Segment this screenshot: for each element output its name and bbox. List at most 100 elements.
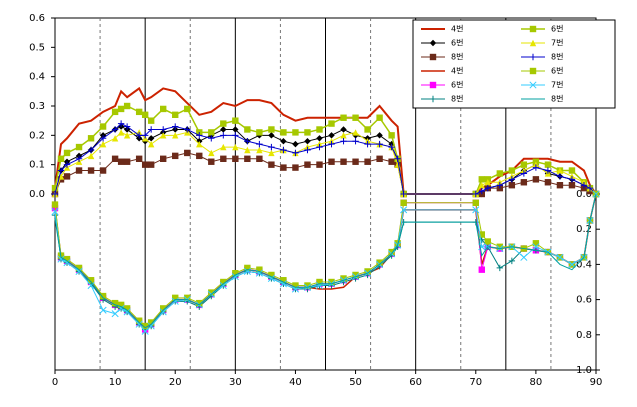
marker [268, 161, 275, 168]
marker [135, 320, 143, 328]
marker [556, 167, 564, 174]
marker [208, 149, 215, 157]
marker [196, 299, 203, 307]
marker [429, 53, 437, 61]
marker [147, 140, 155, 148]
marker [340, 138, 347, 145]
marker [478, 182, 485, 189]
marker [292, 129, 299, 136]
y-tick-label: 0.1 [29, 160, 45, 171]
marker [544, 161, 552, 168]
marker [243, 267, 251, 275]
marker [429, 39, 437, 47]
legend-label: 8번 [451, 95, 463, 104]
marker [256, 266, 263, 273]
marker [208, 135, 215, 142]
marker [478, 187, 485, 195]
marker [316, 161, 323, 168]
marker [388, 143, 395, 151]
marker [364, 140, 371, 148]
marker [117, 158, 125, 165]
x-tick-label: 40 [289, 377, 302, 388]
marker [147, 161, 155, 168]
marker [328, 278, 335, 286]
marker [75, 143, 83, 151]
x-tick-label: 30 [229, 377, 242, 388]
marker [172, 132, 179, 139]
marker [232, 270, 239, 277]
marker [508, 257, 516, 265]
marker [147, 322, 155, 330]
marker [364, 126, 371, 133]
marker [376, 155, 383, 162]
marker [429, 81, 437, 89]
marker [280, 129, 287, 136]
marker [478, 231, 485, 238]
marker [99, 135, 107, 142]
marker [328, 140, 335, 148]
marker [244, 126, 251, 133]
x-tick-label: 80 [530, 377, 543, 388]
y2-tick-label: 0.8 [576, 330, 592, 341]
marker [111, 310, 119, 318]
marker [340, 275, 347, 282]
marker [556, 173, 564, 180]
marker [117, 301, 125, 309]
y2-tick-label: 0.2 [576, 224, 592, 235]
marker [135, 317, 143, 324]
marker [147, 126, 155, 133]
marker [123, 123, 131, 130]
marker [244, 138, 251, 145]
marker [556, 182, 564, 189]
marker [268, 143, 275, 151]
marker [123, 132, 131, 139]
marker [496, 170, 504, 177]
marker [117, 105, 125, 113]
marker [520, 161, 528, 168]
marker [376, 259, 383, 266]
marker [208, 158, 215, 165]
marker [87, 152, 95, 160]
marker [51, 208, 59, 216]
marker [280, 164, 287, 171]
marker [220, 155, 227, 162]
marker [111, 299, 119, 307]
marker [160, 105, 167, 113]
legend-label: 4번 [451, 67, 463, 76]
marker [220, 278, 227, 286]
marker [219, 281, 227, 290]
y-tick-label: 0.3 [29, 101, 45, 112]
marker [280, 277, 287, 284]
marker [364, 158, 371, 165]
marker [484, 184, 491, 192]
marker [472, 206, 480, 214]
marker [135, 132, 143, 139]
marker [135, 108, 143, 116]
marker [111, 108, 119, 116]
marker [99, 292, 107, 300]
marker [57, 167, 65, 174]
marker [532, 243, 540, 251]
marker [75, 155, 83, 162]
x-tick-label: 20 [169, 377, 182, 388]
marker [75, 267, 83, 275]
marker [508, 182, 516, 189]
marker [87, 135, 95, 142]
marker [123, 158, 131, 165]
marker [63, 149, 71, 157]
marker [123, 308, 131, 316]
marker [196, 132, 203, 139]
marker [232, 126, 239, 133]
marker [196, 152, 203, 160]
y2-tick-label: 0.4 [576, 259, 592, 270]
marker [63, 259, 71, 267]
marker [184, 105, 191, 113]
series-line [54, 86, 597, 195]
y2-tick-label: 0.6 [576, 295, 592, 306]
legend-label: 7번 [551, 81, 563, 90]
marker [328, 120, 335, 127]
marker [99, 123, 107, 130]
marker [57, 255, 65, 263]
y-tick-label: 0.6 [29, 13, 45, 24]
